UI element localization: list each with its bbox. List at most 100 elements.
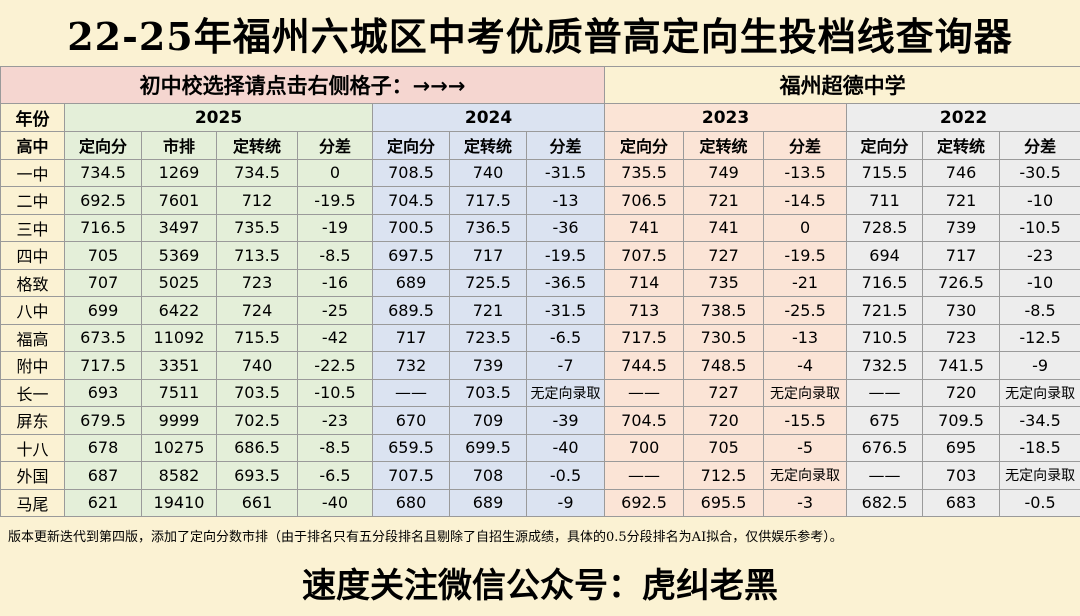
- data-cell-2025: 705: [64, 241, 142, 270]
- data-cell-2025: 724: [216, 296, 298, 325]
- school-name-cell: 马尾: [0, 488, 65, 517]
- school-name-cell: 屏东: [0, 406, 65, 435]
- data-cell-2022: -18.5: [999, 433, 1080, 462]
- data-cell-2023: 727: [683, 378, 765, 407]
- data-cell-2023: 735: [683, 268, 765, 297]
- data-cell-2025: 0: [297, 158, 373, 187]
- data-cell-2024: 717: [449, 241, 527, 270]
- data-cell-2022: 732.5: [846, 351, 924, 380]
- data-cell-2022: 723: [922, 323, 1001, 352]
- data-cell-2025: -10.5: [297, 378, 373, 407]
- data-cell-2024: 659.5: [372, 433, 450, 462]
- data-cell-2023: 741: [683, 213, 765, 242]
- col-header-2025-directed: 定向分: [64, 131, 142, 160]
- data-cell-2025: 5369: [141, 241, 217, 270]
- data-cell-2024: -7: [525, 351, 606, 380]
- data-cell-2023: ——: [604, 461, 685, 490]
- year-header-row: 年份 2025 2024 2023 2022: [0, 103, 1080, 132]
- data-cell-2024: 689.5: [372, 296, 450, 325]
- selector-prompt: 初中校选择请点击右侧格子：→→→: [0, 66, 606, 104]
- data-cell-2024: 717: [372, 323, 450, 352]
- data-cell-2025: 7511: [141, 378, 217, 407]
- data-cell-2025: 717.5: [64, 351, 142, 380]
- col-header-2022-converted: 定转统: [922, 131, 1001, 160]
- data-cell-2024: 689: [449, 488, 527, 517]
- data-cell-2024: -39: [525, 406, 606, 435]
- data-cell-2023: -14.5: [763, 186, 848, 215]
- data-cell-2025: 712: [216, 186, 298, 215]
- data-cell-2022: -30.5: [999, 158, 1080, 187]
- data-cell-2023: 748.5: [683, 351, 765, 380]
- data-cell-2023: 730.5: [683, 323, 765, 352]
- data-cell-2023: -5: [763, 433, 848, 462]
- school-label: 高中: [0, 131, 65, 160]
- data-cell-2025: 8582: [141, 461, 217, 490]
- data-cell-2025: 734.5: [64, 158, 142, 187]
- data-cell-2024: -19.5: [525, 241, 606, 270]
- data-cell-2022: 703: [922, 461, 1001, 490]
- data-cell-2022: 无定向录取: [999, 378, 1080, 407]
- table-row: 福高 673.5 11092 715.5 -42 717 723.5 -6.5 717.5 730…: [0, 323, 1080, 352]
- data-cell-2022: 675: [846, 406, 924, 435]
- col-header-2025-diff: 分差: [297, 131, 373, 160]
- col-header-2025-rank: 市排: [141, 131, 217, 160]
- data-cell-2023: 无定向录取: [763, 378, 848, 407]
- data-cell-2023: -13.5: [763, 158, 848, 187]
- col-header-2023-directed: 定向分: [604, 131, 685, 160]
- school-selector-cell[interactable]: 福州超德中学: [604, 66, 1080, 104]
- data-cell-2023: 741: [604, 213, 685, 242]
- year-2025-header: 2025: [64, 103, 373, 132]
- data-cell-2025: 679.5: [64, 406, 142, 435]
- data-cell-2023: 700: [604, 433, 685, 462]
- table-row: 附中 717.5 3351 740 -22.5 732 739 -7 744.5 748.5 -4 7…: [0, 351, 1080, 380]
- data-cell-2025: 6422: [141, 296, 217, 325]
- table-row: 马尾 621 19410 661 -40 680 689 -9 692.5 695.5 -3 682.…: [0, 488, 1080, 517]
- data-cell-2025: -19.5: [297, 186, 373, 215]
- data-cell-2023: -3: [763, 488, 848, 517]
- data-cell-2025: 740: [216, 351, 298, 380]
- data-cell-2025: -8.5: [297, 241, 373, 270]
- data-cell-2024: -40: [525, 433, 606, 462]
- year-2022-header: 2022: [846, 103, 1080, 132]
- school-name-cell: 八中: [0, 296, 65, 325]
- col-header-2024-converted: 定转统: [449, 131, 527, 160]
- table-row: 外国 687 8582 693.5 -6.5 707.5 708 -0.5 —— 712.5 无定向…: [0, 461, 1080, 490]
- data-cell-2025: -40: [297, 488, 373, 517]
- data-cell-2025: 621: [64, 488, 142, 517]
- col-header-2022-diff: 分差: [999, 131, 1080, 160]
- data-cell-2024: 723.5: [449, 323, 527, 352]
- data-cell-2025: 699: [64, 296, 142, 325]
- school-name-cell: 长一: [0, 378, 65, 407]
- data-cell-2024: 725.5: [449, 268, 527, 297]
- data-cell-2023: 无定向录取: [763, 461, 848, 490]
- data-cell-2023: 738.5: [683, 296, 765, 325]
- col-header-2025-converted: 定转统: [216, 131, 298, 160]
- data-cell-2024: 707.5: [372, 461, 450, 490]
- data-cell-2022: 721: [922, 186, 1001, 215]
- data-cell-2023: 717.5: [604, 323, 685, 352]
- table-row: 二中 692.5 7601 712 -19.5 704.5 717.5 -13 706.5 721…: [0, 186, 1080, 215]
- data-cell-2025: 702.5: [216, 406, 298, 435]
- data-cell-2025: 686.5: [216, 433, 298, 462]
- score-table: 初中校选择请点击右侧格子：→→→ 福州超德中学 年份 2025 2024 202…: [0, 66, 1080, 517]
- data-cell-2022: 715.5: [846, 158, 924, 187]
- data-cell-2025: 687: [64, 461, 142, 490]
- school-name-cell: 三中: [0, 213, 65, 242]
- data-cell-2024: -9: [525, 488, 606, 517]
- data-cell-2022: -34.5: [999, 406, 1080, 435]
- data-cell-2024: 739: [449, 351, 527, 380]
- data-cell-2025: -42: [297, 323, 373, 352]
- table-row: 四中 705 5369 713.5 -8.5 697.5 717 -19.5 707.5 727-…: [0, 241, 1080, 270]
- data-cell-2024: 708.5: [372, 158, 450, 187]
- school-name-cell: 四中: [0, 241, 65, 270]
- data-cell-2025: 707: [64, 268, 142, 297]
- data-cell-2025: 716.5: [64, 213, 142, 242]
- data-cell-2025: 9999: [141, 406, 217, 435]
- page-title: 22-25年福州六城区中考优质普高定向生投档线查询器: [0, 0, 1080, 66]
- data-cell-2022: -23: [999, 241, 1080, 270]
- data-cell-2024: 736.5: [449, 213, 527, 242]
- data-cell-2024: -36: [525, 213, 606, 242]
- data-cell-2022: ——: [846, 378, 924, 407]
- data-cell-2022: -10: [999, 186, 1080, 215]
- data-cell-2024: -36.5: [525, 268, 606, 297]
